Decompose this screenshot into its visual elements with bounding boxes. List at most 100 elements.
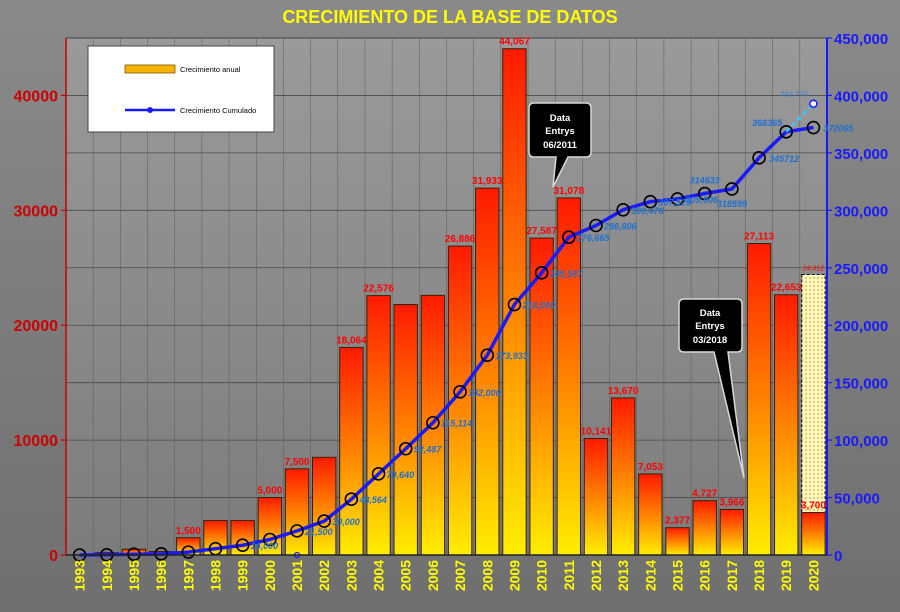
x-tick-label: 2019 [778,560,794,591]
legend-label-line: Crecimiento Cumulado [180,106,256,115]
right-tick-label: 300,000 [834,203,888,220]
x-tick-label: 1993 [72,560,88,591]
x-tick-label: 2005 [398,560,414,591]
bar-value-label: 22,653 [771,283,802,294]
cumulative-value-label: 142,000 [468,388,501,398]
x-tick-label: 2020 [805,560,821,591]
x-tick-label: 2006 [425,560,441,591]
bar [366,295,391,556]
cumulative-point [453,385,467,399]
bar-value-label: 13,670 [608,386,639,397]
bar-value-label: 18,064 [336,335,367,346]
bar-projected-label: 24,412 [802,266,825,273]
cumulative-point [127,547,141,561]
right-tick-label: 250,000 [834,261,888,278]
bar [692,500,717,556]
left-tick-label: 10000 [14,433,59,450]
x-tick-label: 2016 [697,560,713,591]
bar [556,197,581,556]
callout-2018-line2: Entrys [695,321,725,332]
cumulative-point [779,124,794,139]
right-tick-label: 400,000 [834,88,888,105]
cumulative-value-label: 307,529 [658,198,691,208]
x-tick-label: 2002 [316,560,332,591]
cumulative-point [398,441,413,456]
x-tick-label: 2012 [588,560,604,591]
bar-value-label: 44,067 [499,37,530,48]
bar [284,468,310,556]
right-tick-label: 200,000 [834,318,888,335]
cumulative-value-label: 245,587 [549,269,584,279]
right-axis: 0 50,000 100,000 150,000 200,000 250,000 300,0… [826,31,888,565]
cumulative-point [154,547,168,561]
cumulative-value-label: 70,640 [387,470,415,480]
legend-swatch-bar [124,64,176,74]
x-tick-label: 2018 [751,560,767,591]
bar-value-label: 4,727 [692,489,717,500]
cumulative-value-label: 218,000 [521,301,555,311]
bar [312,456,337,556]
cumulative-line [72,99,821,562]
bar [719,508,745,556]
bar-value-label: 3,966 [719,497,744,508]
cumulative-point [317,514,331,528]
bar-value-label: 31,933 [472,176,503,187]
cumulative-projected-line [785,102,815,133]
callout-2018-line1: Data [700,308,721,319]
bar-value-label: 5,000 [257,486,282,497]
bar [475,187,500,556]
bar-value-label: 22,576 [363,284,394,295]
cumulative-line-path [79,125,814,557]
bar-value-label: 26,886 [445,234,476,245]
cumulative-value-label: 14,000 [251,541,279,551]
cumulative-point [697,186,712,201]
cumulative-value-label: 48,564 [358,495,387,505]
cumulative-value-label: 286,806 [603,221,638,231]
callout-2011: Data Entrys 06/2011 [528,102,592,188]
cumulative-point [616,202,630,217]
cumulative-value-label: 115,114 [441,419,472,429]
bar-value-label: 27,113 [744,232,774,243]
x-tick-label: 2007 [452,560,468,591]
x-tick-label: 2009 [506,560,522,591]
cumulative-value-label: 300,476 [631,206,665,216]
x-tick-label: 2014 [642,560,658,591]
x-tick-label: 2004 [371,560,387,591]
bars [94,48,826,556]
cumulative-value-label: 314633 [690,176,720,186]
data-labels: 1,500 5,000 7,500 18,064 22,576 26,886 31,933 4… [176,37,855,552]
right-tick-label: 450,000 [834,31,888,48]
callout-2011-shape [528,102,592,188]
bar-value-label: 3,700 [801,500,826,511]
bar-value-label: 2,377 [665,516,690,527]
left-tick-label: 0 [49,548,58,565]
cumulative-point [235,538,250,553]
cumulative-value-label: 92,487 [414,445,443,455]
x-tick-label: 1998 [207,560,223,591]
bar [638,473,663,556]
cumulative-value-label: 21,500 [304,527,333,537]
callout-2011-line3: 06/2011 [543,140,578,151]
x-tick-label: 2015 [670,560,686,591]
cumulative-projected-point [809,99,818,108]
cumulative-point [725,182,739,196]
bar-value-label: 10,141 [581,426,612,437]
bar [529,237,554,556]
bar [665,527,690,556]
bar [746,243,772,556]
legend-swatch-marker [147,107,153,113]
left-tick-label: 20000 [14,318,59,335]
cumulative-projected-label: 392,778 [780,90,808,99]
bar [393,304,418,556]
x-axis: 1993 1994 1995 1996 1997 1998 1999 2000 2001 2002… [66,554,827,591]
bar-value-label: 7,500 [285,457,310,468]
cumulative-point [643,194,658,209]
cumulative-point [426,415,440,430]
x-tick-label: 2013 [615,560,631,591]
left-tick-label: 40000 [14,88,59,105]
chart-title: CRECIMIENTO DE LA BASE DE DATOS [282,7,617,27]
cumulative-point [371,467,386,481]
legend: Crecimiento anual Crecimiento Cumulado [87,45,275,133]
cumulative-point [562,230,576,244]
